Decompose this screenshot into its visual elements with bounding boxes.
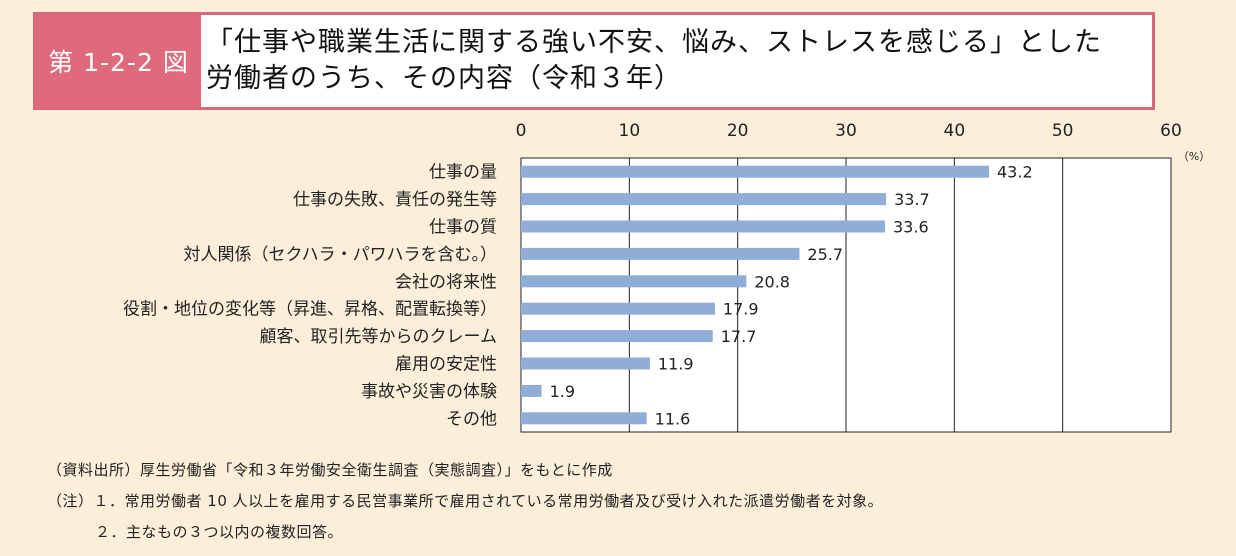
- category-label: 役割・地位の変化等（昇進、昇格、配置転換等）: [123, 300, 497, 320]
- data-label: 43.2: [997, 163, 1033, 182]
- bar: [521, 357, 650, 370]
- bar: [521, 165, 989, 178]
- bar: [521, 220, 885, 233]
- bar: [521, 384, 542, 397]
- data-label: 17.9: [723, 300, 759, 319]
- category-label: その他: [446, 409, 497, 429]
- x-tick-label: 50: [1052, 121, 1074, 141]
- category-label: 会社の将来性: [395, 272, 497, 292]
- data-label: 11.6: [655, 409, 691, 428]
- bar: [521, 302, 715, 315]
- bar: [521, 275, 747, 288]
- x-tick-label: 0: [516, 121, 527, 141]
- x-tick-label: 40: [944, 121, 966, 141]
- bar: [521, 193, 887, 206]
- data-label: 11.9: [658, 355, 694, 374]
- x-tick-label: 30: [835, 121, 857, 141]
- title-line-1: 「仕事や職業生活に関する強い不安、悩み、ストレスを感じる」とした: [206, 27, 1102, 58]
- category-label: 顧客、取引先等からのクレーム: [260, 327, 498, 347]
- data-label: 33.7: [894, 190, 930, 209]
- unit-label: （%）: [1178, 150, 1210, 163]
- bar: [521, 247, 800, 260]
- category-label: 仕事の質: [429, 218, 497, 238]
- figure-title: 「仕事や職業生活に関する強い不安、悩み、ストレスを感じる」とした 労働者のうち、…: [206, 25, 1144, 97]
- data-label: 1.9: [550, 382, 575, 401]
- data-label: 20.8: [754, 272, 790, 291]
- category-label: 対人関係（セクハラ・パワハラを含む。）: [184, 245, 497, 265]
- figure-label: 第 1-2-2 図: [36, 15, 201, 107]
- category-label: 仕事の量: [429, 163, 497, 183]
- category-label: 雇用の安定性: [395, 355, 497, 375]
- bar: [521, 330, 713, 343]
- note-2: ２．主なもの３つ以内の複数回答。: [95, 523, 344, 541]
- note-1: （注）１．常用労働者 10 人以上を雇用する民営事業所で雇用されている常用労働者…: [47, 492, 884, 510]
- bar-chart: 0 10 20 30 40 50 60 （%） 仕事の量 43.2 仕事の失敗、責任の発生等 33.7…: [123, 121, 1210, 433]
- title-line-2: 労働者のうち、その内容（令和３年）: [206, 63, 682, 94]
- category-label: 仕事の失敗、責任の発生等: [293, 190, 497, 210]
- x-tick-label: 60: [1160, 121, 1182, 141]
- x-tick-label: 10: [619, 121, 641, 141]
- notes: （資料出所）厚生労働省「令和３年労働安全衛生調査（実態調査）」をもとに作成 （注…: [47, 455, 883, 548]
- figure-header: 第 1-2-2 図 「仕事や職業生活に関する強い不安、悩み、ストレスを感じる」と…: [33, 12, 1155, 110]
- plot-border: [520, 157, 1172, 433]
- data-label: 33.6: [893, 218, 929, 237]
- data-label: 25.7: [807, 245, 843, 264]
- x-tick-label: 20: [727, 121, 749, 141]
- bar: [521, 412, 647, 425]
- category-label: 事故や災害の体験: [361, 382, 497, 402]
- source-note: （資料出所）厚生労働省「令和３年労働安全衛生調査（実態調査）」をもとに作成: [47, 461, 613, 479]
- data-label: 17.7: [721, 327, 757, 346]
